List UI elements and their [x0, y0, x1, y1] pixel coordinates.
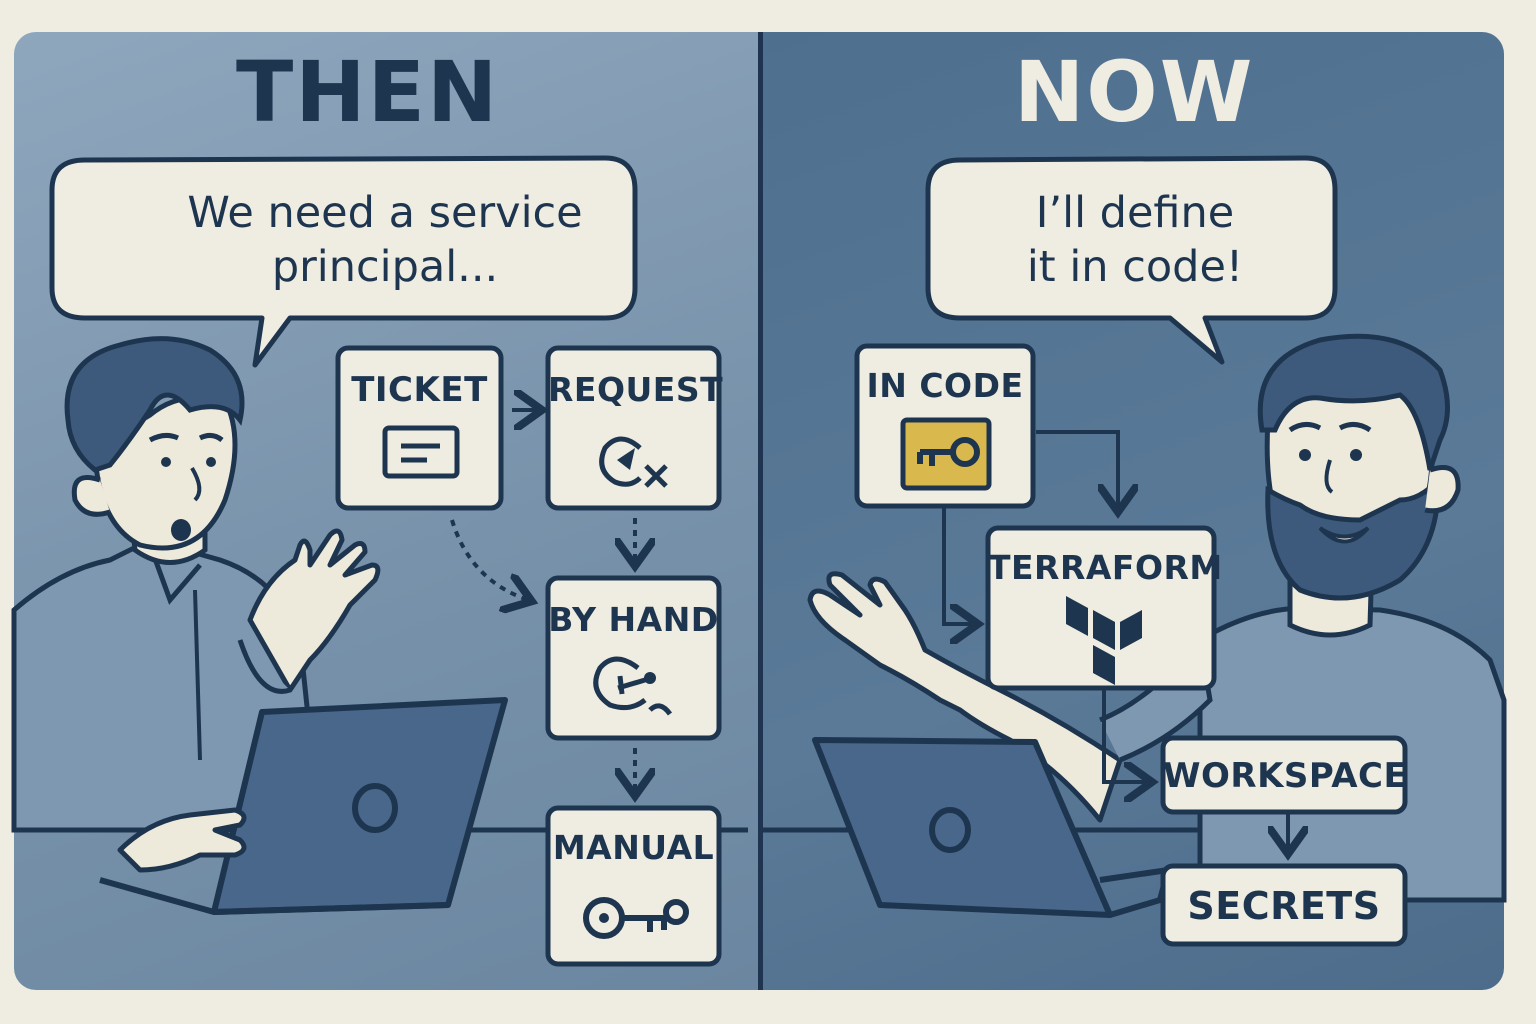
then-step-label-request: REQUEST — [548, 370, 724, 409]
then-heading: THEN — [236, 43, 500, 141]
now-arrow-incode-terraform — [1036, 430, 1118, 508]
then-speech-bubble — [49, 155, 638, 368]
then-step-label-ticket: TICKET — [351, 370, 488, 410]
document-icon — [382, 425, 460, 479]
then-step-label-byhand: BY HAND — [548, 600, 719, 639]
now-step-label-terraform: TERRAFORM — [988, 548, 1223, 587]
hand-tool-icon — [593, 656, 673, 716]
then-manual-box — [545, 805, 722, 967]
now-speech-text: I’ll define it in code! — [1026, 188, 1244, 292]
key-icon — [583, 897, 689, 939]
then-step-label-manual: MANUAL — [552, 828, 715, 867]
then-speech-text: We need a service principal... — [187, 188, 583, 292]
now-speech-bubble — [925, 155, 1338, 365]
now-workspace-box — [1160, 735, 1408, 815]
now-arrow-terraform-workspace — [1102, 690, 1148, 782]
then-arrow-ticket-byhand — [450, 519, 528, 600]
now-step-label-workspace: WORKSPACE — [1163, 756, 1408, 796]
now-terraform-box — [985, 525, 1217, 691]
now-incode-box — [854, 343, 1036, 509]
now-arrow-incode-terraform-side — [942, 508, 974, 624]
now-heading: NOW — [1014, 43, 1255, 141]
then-byhand-box — [545, 575, 722, 741]
then-person — [11, 336, 748, 916]
panel-divider — [758, 32, 763, 990]
then-ticket-box — [335, 345, 504, 511]
now-step-label-incode: IN CODE — [866, 366, 1024, 405]
now-step-label-secrets: SECRETS — [1187, 884, 1381, 928]
now-secrets-box — [1160, 863, 1408, 947]
key-icon — [900, 417, 992, 491]
chat-x-icon — [599, 436, 668, 488]
terraform-logo-icon — [1066, 596, 1142, 685]
now-person — [762, 333, 1507, 918]
